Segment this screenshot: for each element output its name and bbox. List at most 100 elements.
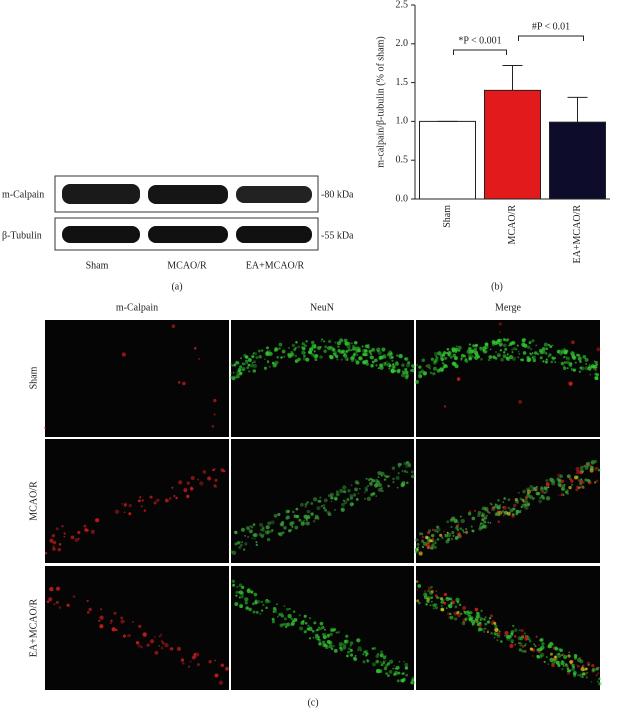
cell-signal bbox=[357, 348, 361, 353]
cell-signal bbox=[427, 530, 431, 535]
cell-signal bbox=[547, 486, 550, 488]
cell-signal bbox=[182, 662, 185, 665]
cell-signal bbox=[590, 460, 595, 465]
cell-signal bbox=[287, 510, 290, 513]
cell-signal bbox=[356, 638, 359, 641]
cell-signal bbox=[284, 617, 287, 621]
cell-signal bbox=[507, 634, 512, 639]
cell-signal bbox=[478, 627, 482, 632]
cell-signal bbox=[238, 596, 241, 599]
cell-signal bbox=[193, 653, 196, 656]
cell-signal bbox=[545, 489, 549, 493]
cell-signal bbox=[404, 370, 409, 375]
cell-signal bbox=[565, 361, 569, 364]
cell-signal bbox=[560, 351, 564, 354]
cell-signal bbox=[49, 587, 54, 592]
cell-signal bbox=[367, 478, 371, 481]
row-header: EA+MCAO/R bbox=[28, 598, 39, 657]
cell-signal bbox=[403, 660, 405, 663]
cell-signal bbox=[590, 680, 593, 683]
cell-signal bbox=[386, 362, 392, 367]
cell-signal bbox=[379, 653, 384, 658]
cell-signal bbox=[518, 648, 523, 652]
cell-signal bbox=[51, 533, 56, 538]
cell-signal bbox=[380, 650, 384, 654]
cell-signal bbox=[259, 612, 262, 615]
cell-signal bbox=[486, 514, 489, 517]
cell-signal bbox=[466, 610, 470, 614]
cell-signal bbox=[153, 635, 156, 639]
cell-signal bbox=[416, 364, 419, 366]
bar bbox=[419, 120, 476, 200]
cell-signal bbox=[301, 342, 305, 346]
cell-signal bbox=[453, 356, 458, 361]
cell-signal bbox=[240, 595, 244, 599]
cell-signal bbox=[369, 477, 373, 481]
cell-signal bbox=[357, 356, 362, 360]
cell-signal bbox=[52, 547, 56, 551]
cell-signal bbox=[350, 654, 354, 657]
cell-signal bbox=[579, 366, 583, 370]
cell-signal bbox=[515, 348, 518, 351]
cell-signal bbox=[529, 352, 532, 355]
cell-signal bbox=[281, 531, 284, 534]
cell-signal bbox=[566, 667, 570, 670]
cell-signal bbox=[303, 344, 307, 347]
cell-signal bbox=[536, 654, 540, 658]
cell-signal bbox=[588, 363, 591, 366]
cell-signal bbox=[258, 355, 262, 359]
cell-signal bbox=[283, 526, 287, 530]
cell-signal bbox=[195, 652, 200, 657]
cell-signal bbox=[137, 644, 141, 648]
cell-signal bbox=[377, 350, 382, 355]
cell-signal bbox=[426, 599, 430, 604]
cell-signal bbox=[416, 599, 420, 603]
cell-signal bbox=[380, 486, 383, 490]
cell-signal bbox=[271, 620, 275, 624]
cell-signal bbox=[263, 358, 266, 361]
cell-signal bbox=[354, 480, 359, 485]
cell-signal bbox=[540, 652, 545, 658]
cell-signal bbox=[291, 525, 294, 528]
cell-signal bbox=[294, 346, 297, 350]
cell-signal bbox=[232, 371, 235, 374]
cell-signal bbox=[364, 349, 368, 353]
band bbox=[148, 185, 228, 204]
cell-signal bbox=[48, 597, 53, 602]
cell-signal bbox=[329, 345, 333, 350]
cell-signal bbox=[153, 501, 157, 505]
cell-signal bbox=[556, 653, 559, 656]
cell-signal bbox=[471, 529, 474, 533]
cell-signal bbox=[347, 489, 351, 493]
cell-signal bbox=[527, 637, 531, 641]
cell-signal bbox=[429, 371, 433, 375]
cell-signal bbox=[568, 485, 572, 490]
cell-signal bbox=[287, 353, 292, 359]
cell-signal bbox=[482, 506, 486, 511]
cell-signal bbox=[254, 352, 258, 355]
cell-signal bbox=[461, 529, 465, 532]
cell-signal bbox=[543, 486, 548, 491]
cell-signal bbox=[383, 474, 387, 477]
cell-signal bbox=[366, 659, 369, 661]
cell-signal bbox=[519, 643, 523, 647]
cell-signal bbox=[557, 653, 562, 658]
cell-signal bbox=[128, 504, 132, 508]
cell-signal bbox=[278, 612, 282, 617]
cell-signal bbox=[584, 357, 589, 362]
cell-signal bbox=[563, 348, 566, 351]
lane-label: Sham bbox=[86, 260, 109, 271]
cell-signal bbox=[484, 616, 487, 619]
cell-signal bbox=[267, 521, 272, 526]
cell-signal bbox=[164, 498, 169, 503]
cell-signal bbox=[385, 672, 388, 675]
cell-signal bbox=[271, 361, 275, 365]
cell-signal bbox=[375, 654, 379, 659]
cell-signal bbox=[322, 506, 326, 510]
cell-signal bbox=[306, 501, 309, 504]
cell-signal bbox=[253, 592, 258, 597]
cell-signal bbox=[576, 657, 582, 663]
cell-signal bbox=[559, 352, 563, 356]
cell-signal bbox=[560, 653, 564, 657]
cell-signal bbox=[545, 360, 549, 364]
